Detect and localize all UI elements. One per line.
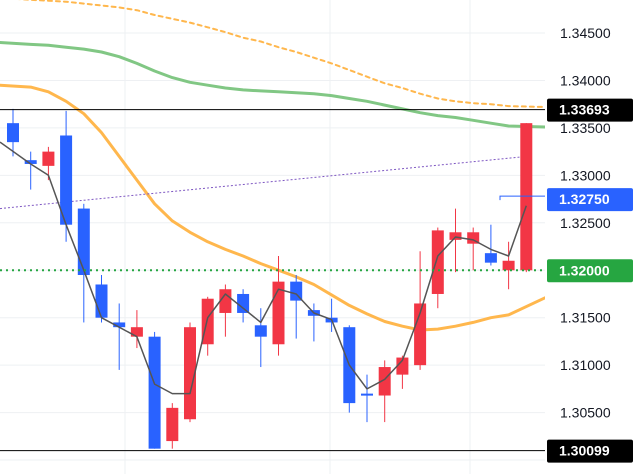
candle-body [184,327,196,420]
candle-body [24,160,37,164]
candle-body [42,151,55,166]
candle [484,224,497,266]
candle-body [396,357,409,375]
candle [502,241,515,290]
level-price-tag: 1.32000 [547,259,633,283]
candle-body [272,281,285,345]
candle [60,110,73,242]
candle [290,274,303,339]
current-price-tag: 1.32750 [547,188,633,212]
price-axis-background[interactable] [545,0,637,474]
candle [95,274,108,323]
candle [24,151,37,190]
trend-line [0,155,528,210]
candle-body [520,123,533,271]
candle-body [113,322,126,328]
candle [325,298,338,332]
candle-body [60,135,73,225]
axis-tick-label: 1.33500 [560,120,611,136]
low-price-tag-text: 1.30099 [559,443,610,459]
close-line [0,141,528,395]
moving-averages [0,0,547,332]
candle-body [378,367,391,396]
axis-tick-label: 1.32500 [560,215,611,231]
high-price-tag-bg [547,98,633,122]
axis-tick-label: 1.34000 [560,72,611,88]
candle [520,123,533,273]
axis-tick-label: 1.33000 [560,167,611,183]
candle [113,303,126,370]
ma-slow-line [17,0,546,108]
ma-mid-line [0,41,547,129]
candle-body [7,123,19,143]
candle [219,284,232,337]
ma-fast-line [0,83,547,332]
current-price-tag-text: 1.32750 [559,191,610,207]
candle [449,208,462,273]
candle [166,403,179,449]
candles [7,108,533,449]
current-price-line [499,195,545,201]
candle-body [467,232,480,244]
candle-body [502,260,515,271]
candle [343,325,356,413]
overlay-lines [0,109,545,452]
candle [254,308,267,368]
candle [237,289,250,323]
candle-body [414,303,427,366]
candle [431,227,444,309]
candle [272,256,285,356]
candle-body [166,407,179,442]
low-price-tag: 1.30099 [547,439,633,463]
candle [201,296,214,356]
candle-body [290,281,303,301]
axis-tick-label: 1.31500 [560,310,611,326]
candle [467,227,480,271]
candle [361,374,373,423]
candle-body [484,253,497,263]
candle-body [237,293,250,313]
price-tags: 1.33693 1.32750 1.32000 1.30099 [547,98,633,463]
candle [148,331,161,449]
candle [77,203,90,323]
candle [7,108,19,157]
candle [184,322,196,423]
price-axis[interactable]: 1.34500 1.34000 1.33500 1.33000 1.32500 1.320… [560,25,611,421]
candle [378,360,391,423]
level-price-tag-text: 1.32000 [559,262,610,278]
axis-tick-label: 1.30500 [560,405,611,421]
candle-body [431,230,444,294]
candle-body [219,289,232,313]
candle-body [130,327,143,337]
current-price-tag-bg [547,188,633,212]
candle-body [449,232,462,240]
axis-tick-label: 1.34500 [560,25,611,41]
low-price-tag-bg [547,439,633,463]
candle-body [148,336,161,449]
candle-body [77,208,90,275]
candle-body [254,325,267,337]
level-price-tag-bg [547,259,633,283]
high-price-tag: 1.33693 [547,98,633,122]
candle [130,310,143,349]
candle-body [95,284,108,318]
candle-body [361,393,373,396]
axis-tick-label: 1.31000 [560,357,611,373]
high-price-tag-text: 1.33693 [559,102,610,118]
